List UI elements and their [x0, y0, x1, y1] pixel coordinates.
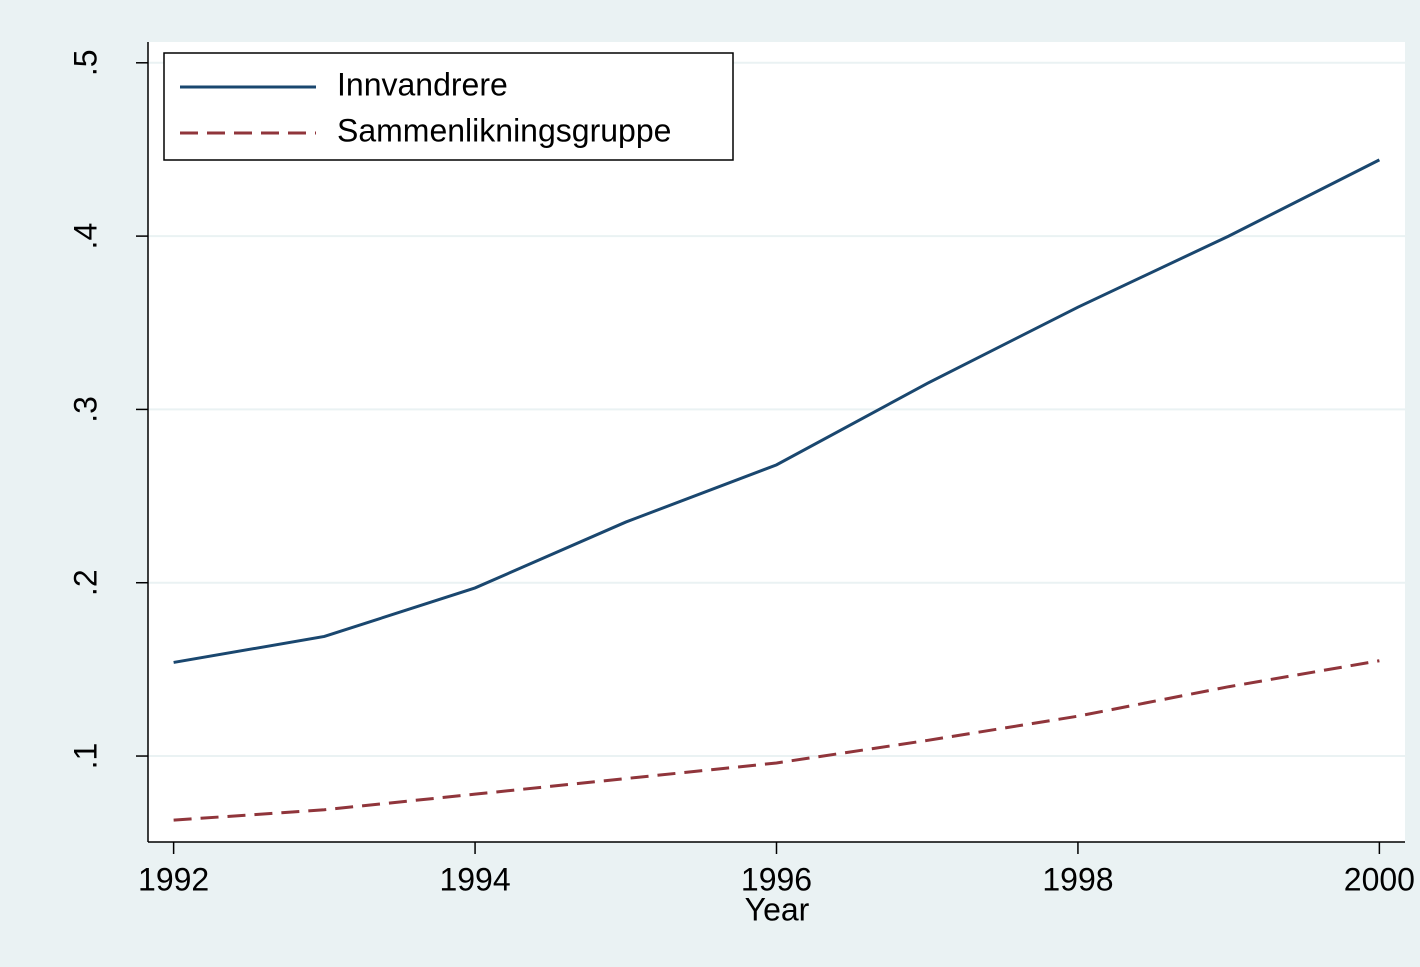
y-tick-label: .2: [67, 569, 103, 596]
x-tick-label: 1992: [138, 861, 209, 897]
legend-label: Innvandrere: [337, 66, 508, 102]
y-tick-label: .5: [67, 49, 103, 76]
y-tick-label: .4: [67, 223, 103, 250]
y-tick-label: .3: [67, 396, 103, 423]
x-tick-label: 2000: [1344, 861, 1415, 897]
series-line: [173, 158, 1381, 664]
legend-label: Sammenlikningsgruppe: [337, 112, 671, 148]
series-line: [173, 659, 1380, 822]
legend-box: [163, 52, 734, 161]
x-axis-title: Year: [745, 891, 810, 927]
plot-area: [148, 42, 1405, 842]
x-tick-label: 1998: [1042, 861, 1113, 897]
x-tick-label: 1996: [741, 861, 812, 897]
x-tick-label: 1994: [439, 861, 510, 897]
y-tick-label: .1: [67, 743, 103, 770]
